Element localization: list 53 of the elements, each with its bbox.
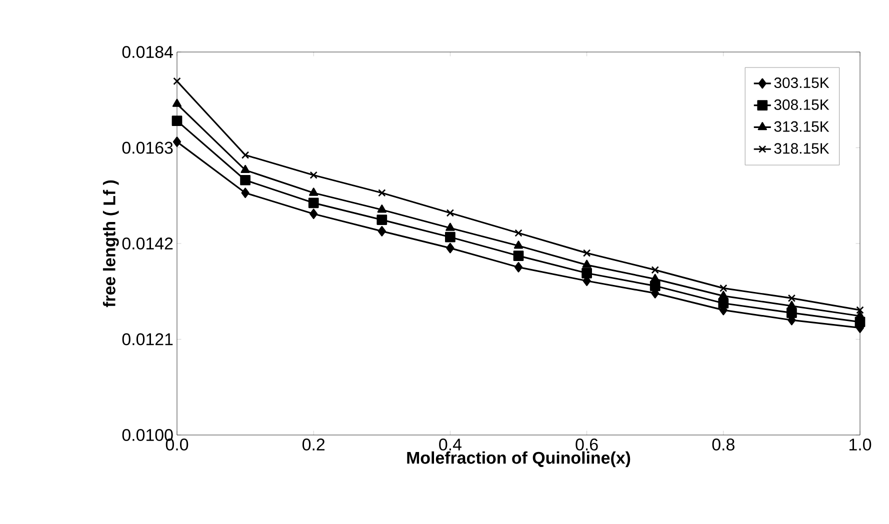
x-axis-title: Molefraction of Quinoline(x) — [407, 451, 630, 468]
point — [310, 208, 318, 220]
x-tick-label: 0.2 — [302, 438, 325, 451]
point — [651, 266, 659, 274]
point — [718, 298, 729, 308]
x-tick-label: 0.6 — [576, 438, 598, 451]
point — [514, 229, 522, 237]
legend-label: 313.15K — [774, 121, 830, 132]
y-tick-label: 0.0184 — [122, 46, 173, 58]
y-tick-label: 0.0163 — [122, 142, 173, 154]
x-tick-label: 0.8 — [712, 438, 734, 451]
y-tick-label: 0.0142 — [122, 238, 173, 250]
point — [650, 280, 660, 292]
point — [241, 188, 250, 198]
legend-label: 303.15K — [774, 77, 830, 88]
point — [240, 164, 250, 174]
point — [582, 268, 592, 278]
point — [786, 308, 797, 318]
point — [787, 300, 796, 309]
point — [172, 116, 182, 126]
point — [173, 77, 181, 86]
point — [582, 260, 592, 268]
point — [513, 250, 524, 261]
point — [788, 294, 796, 302]
legend-label: 318.15K — [774, 143, 830, 154]
x-tick-label: 0.4 — [439, 438, 462, 451]
point — [446, 242, 454, 254]
y-tick-label: 0.0121 — [122, 333, 173, 346]
y-tick-label: 0.0100 — [122, 429, 173, 442]
legend-label: 308.15K — [774, 99, 830, 110]
point — [445, 232, 456, 242]
point — [582, 249, 591, 257]
point — [514, 262, 523, 272]
point — [310, 171, 318, 179]
point — [241, 151, 250, 159]
point — [172, 136, 182, 148]
point — [308, 198, 319, 208]
point — [720, 284, 728, 292]
point — [446, 209, 454, 217]
point — [446, 222, 455, 231]
x-tick-label: 0.0 — [166, 438, 188, 451]
point — [856, 306, 864, 314]
point — [240, 174, 250, 186]
x-tick-label: 1.0 — [850, 438, 872, 451]
point — [172, 98, 182, 107]
point — [377, 204, 386, 213]
point — [718, 290, 728, 299]
y-axis-title: free length ( Lf ) — [102, 180, 119, 308]
point — [378, 189, 386, 197]
point — [376, 214, 388, 225]
point — [309, 188, 318, 196]
point — [378, 226, 386, 236]
point — [514, 240, 524, 249]
